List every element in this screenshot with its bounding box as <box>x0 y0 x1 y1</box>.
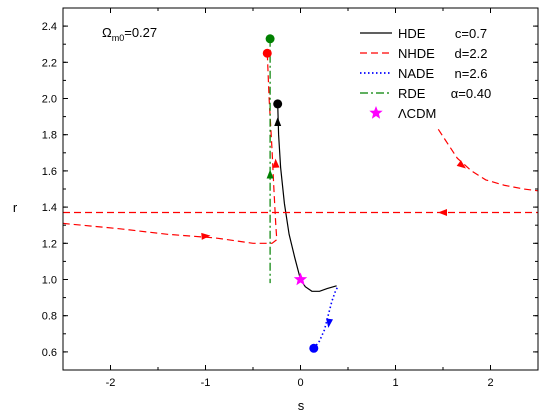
legend-label-rde: RDE <box>398 86 426 101</box>
legend-label-nade: NADE <box>398 66 434 81</box>
series-line-nhde <box>62 53 278 244</box>
omega-subscript: m0 <box>112 33 125 43</box>
arrow-rde <box>266 169 274 179</box>
endpoint-hde <box>273 99 283 109</box>
annotation: Ωm0=0.27 <box>102 25 157 43</box>
x-tick-label: 0 <box>297 377 303 389</box>
endpoint-nhde <box>262 48 272 58</box>
y-tick-label: 1.2 <box>42 238 57 250</box>
arrow-nhde <box>272 158 280 168</box>
y-tick-label: 0.6 <box>42 347 57 359</box>
legend-param-rde: α=0.40 <box>451 86 491 101</box>
x-tick-label: -1 <box>201 377 211 389</box>
y-axis-title: r <box>13 200 18 215</box>
y-tick-label: 0.8 <box>42 311 57 323</box>
ticks-layer: -2 -1 0 1 2 0.6 0.8 1.0 1.2 1.4 1.6 1.8 2.0 2.2 2.4 <box>42 7 539 389</box>
y-tick-label: 2.4 <box>42 21 57 33</box>
data-layer <box>62 34 539 353</box>
legend: HDE c=0.7 NHDE d=2.2 NADE n=2.6 RDE α=0.40 ΛCDM <box>360 26 491 121</box>
x-axis-title: s <box>298 398 305 413</box>
fixed-point-lcdm-marker <box>293 272 308 286</box>
y-tick-label: 1.8 <box>42 130 57 142</box>
x-tick-label: 1 <box>392 377 398 389</box>
arrow-nhde <box>456 160 466 169</box>
series-line-nade <box>313 285 340 349</box>
arrow-nhde <box>438 209 447 217</box>
x-tick-label: 2 <box>487 377 493 389</box>
legend-param-hde: c=0.7 <box>455 26 487 41</box>
arrow-nade <box>326 318 333 328</box>
y-tick-label: 1.0 <box>42 275 57 287</box>
legend-param-nade: n=2.6 <box>455 66 488 81</box>
series-line-hde <box>277 103 337 292</box>
y-tick-label: 1.4 <box>42 202 57 214</box>
legend-param-nhde: d=2.2 <box>455 46 488 61</box>
omega-annotation: Ωm0=0.27 <box>102 25 157 43</box>
omega-symbol: Ω <box>102 25 112 40</box>
arrow-nhde <box>201 232 211 240</box>
legend-label-lcdm: ΛCDM <box>398 106 436 121</box>
legend-swatch-lcdm <box>369 106 383 119</box>
legend-label-hde: HDE <box>398 26 426 41</box>
omega-value: =0.27 <box>124 25 157 40</box>
endpoint-rde <box>265 34 275 44</box>
y-tick-label: 2.0 <box>42 94 57 106</box>
y-tick-label: 1.6 <box>42 166 57 178</box>
legend-label-nhde: NHDE <box>398 46 435 61</box>
x-tick-label: -2 <box>106 377 116 389</box>
arrow-hde <box>274 117 282 127</box>
endpoint-nade <box>309 343 319 353</box>
y-tick-label: 2.2 <box>42 57 57 69</box>
